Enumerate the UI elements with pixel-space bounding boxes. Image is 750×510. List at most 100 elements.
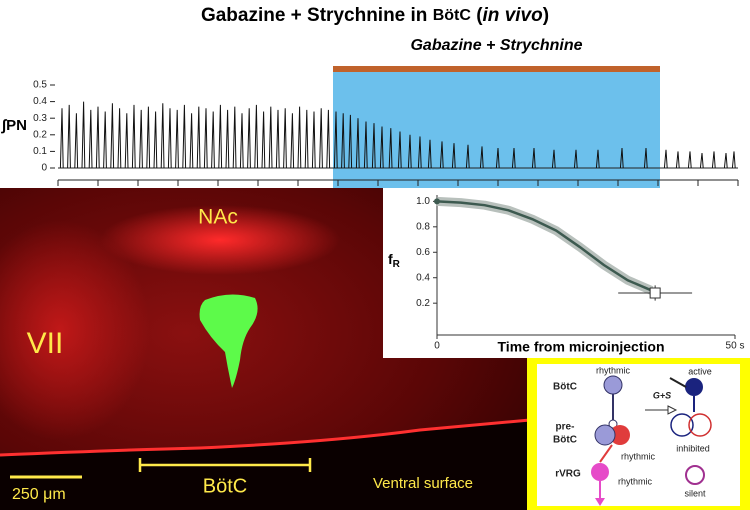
diagram-label: BötC: [553, 435, 577, 446]
burst: [643, 148, 648, 169]
burst: [88, 109, 93, 169]
x-tick-label: 0: [434, 341, 440, 352]
diagram-label: BötC: [553, 382, 577, 393]
burst: [355, 118, 360, 169]
diagram-label: G+S: [653, 390, 671, 400]
burst: [247, 108, 251, 169]
y-tick-label: 0: [41, 163, 47, 174]
burst: [663, 149, 668, 169]
burst: [175, 109, 179, 169]
burst: [723, 153, 728, 169]
burst: [495, 148, 500, 169]
burst: [196, 106, 201, 169]
burst: [203, 108, 208, 169]
burst: [74, 113, 79, 169]
burst: [407, 134, 412, 169]
burst: [371, 123, 376, 169]
y-tick-label: 0.4: [33, 96, 47, 107]
burst: [290, 113, 295, 169]
y-label-sub: R: [393, 259, 401, 270]
y-tick-label: 0.1: [33, 146, 47, 157]
vii-label: VII: [27, 327, 64, 360]
inhibited-neuron: [670, 413, 694, 437]
drug-label: Gabazine + Strychnine: [410, 37, 582, 54]
inset-background: [383, 188, 750, 358]
burst: [189, 113, 194, 169]
y-tick-label: 0.6: [416, 247, 430, 258]
y-tick-label: 0.3: [33, 113, 47, 124]
burst: [211, 111, 215, 169]
burst: [451, 143, 456, 169]
rvrg-neuron: [591, 463, 609, 481]
diagram-label: silent: [684, 488, 706, 498]
botc-neuron: [603, 375, 623, 395]
title-part: BötC: [433, 7, 472, 24]
projection: [599, 444, 613, 463]
burst: [427, 139, 432, 169]
y-tick-label: 0.5: [33, 80, 47, 91]
ventral-surface: [0, 418, 531, 457]
burst: [397, 131, 402, 169]
endpoint: [649, 287, 661, 299]
burst: [95, 106, 100, 169]
burst: [619, 148, 624, 169]
burst: [675, 151, 680, 169]
burst: [363, 121, 368, 169]
x-tick-label: 50 s: [726, 341, 745, 352]
y-tick-label: 0.2: [416, 298, 430, 309]
burst: [167, 108, 172, 169]
injection-site: [199, 294, 258, 388]
burst: [439, 141, 444, 169]
active-neuron: [685, 378, 703, 396]
burst: [595, 149, 600, 169]
burst: [153, 111, 158, 169]
burst: [232, 106, 237, 169]
diagram-label: rVRG: [555, 469, 581, 480]
burst: [687, 151, 692, 169]
burst: [261, 111, 266, 169]
title-part: in vivo: [483, 5, 543, 26]
y-tick-label: 0.4: [416, 272, 430, 283]
start-point: [434, 198, 440, 205]
output-arrow: [595, 498, 605, 506]
burst: [160, 103, 165, 169]
burst: [479, 146, 484, 169]
y-tick-label: 1.0: [416, 196, 430, 207]
diagram-label: rhythmic: [618, 476, 653, 486]
y-tick-label: 0.8: [416, 221, 430, 232]
y-axis-label: ∫PN: [1, 117, 27, 134]
ventral-label: Ventral surface: [373, 475, 473, 492]
burst: [275, 109, 280, 169]
diagram-label: rhythmic: [596, 365, 631, 375]
burst: [326, 109, 331, 169]
drug-bar: [333, 66, 660, 72]
burst: [110, 103, 115, 169]
y-label-main: f: [388, 251, 393, 267]
burst: [297, 106, 302, 169]
burst: [731, 151, 736, 169]
burst: [268, 106, 273, 169]
burst: [531, 148, 536, 169]
scale-bar-label: 250 μm: [12, 486, 66, 503]
burst: [333, 111, 338, 169]
silent-neuron: [685, 465, 705, 485]
prebotc-neuron: [610, 425, 630, 445]
burst: [388, 128, 393, 169]
burst: [573, 149, 578, 169]
burst: [511, 148, 516, 169]
burst: [465, 144, 470, 169]
burst: [311, 111, 316, 169]
nac-label: NAc: [198, 206, 238, 229]
burst: [711, 151, 716, 169]
diagram-label: inhibited: [676, 443, 710, 453]
burst: [182, 104, 187, 169]
burst: [699, 153, 704, 169]
burst: [225, 109, 230, 169]
burst: [239, 113, 244, 169]
botc-label: BötC: [203, 475, 247, 497]
burst: [67, 104, 71, 169]
burst: [304, 109, 309, 169]
burst: [139, 109, 143, 169]
y-tick-label: 0.2: [33, 129, 47, 140]
